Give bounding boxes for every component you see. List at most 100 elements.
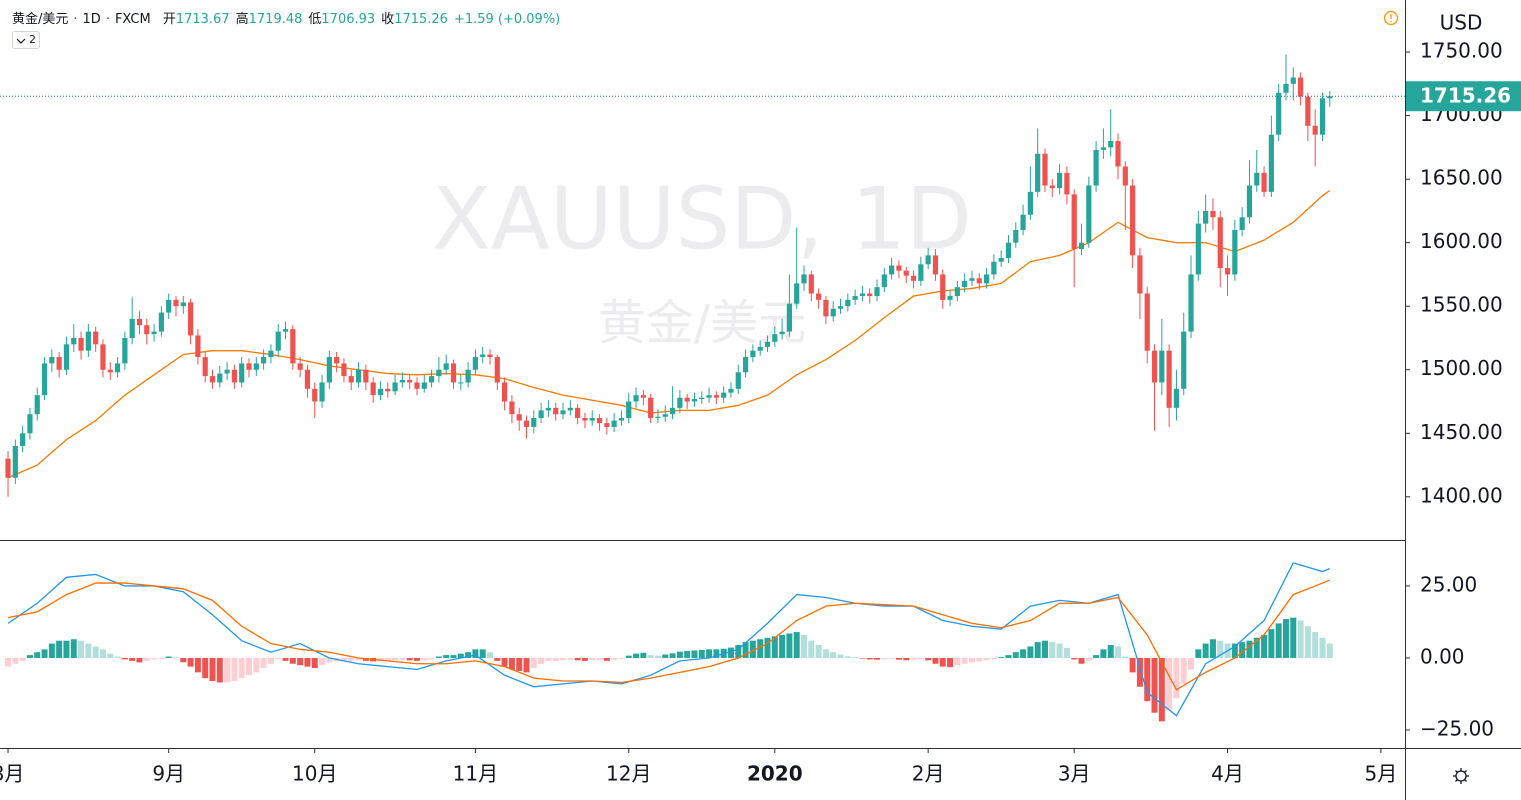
candle-body <box>772 334 778 342</box>
histogram-bar <box>713 649 720 658</box>
histogram-bar <box>662 654 669 658</box>
warning-icon[interactable] <box>1383 10 1399 26</box>
currency-label[interactable]: USD <box>1440 11 1483 35</box>
histogram-bar <box>231 657 238 682</box>
settings-icon[interactable] <box>1453 768 1469 784</box>
histogram-bar <box>1239 642 1246 658</box>
histogram-bar <box>253 657 260 673</box>
candle-body <box>217 373 223 383</box>
histogram-bar <box>691 650 698 658</box>
candle-body <box>1042 153 1048 186</box>
histogram-bar <box>1290 617 1297 658</box>
candle-body <box>1115 141 1121 167</box>
candle-body <box>224 369 230 374</box>
histogram-bar <box>348 657 355 661</box>
histogram-bar <box>1136 657 1143 687</box>
histogram-bar <box>764 637 771 658</box>
histogram-bar <box>1297 620 1304 658</box>
candle-body <box>1056 172 1063 189</box>
candle-body <box>699 397 705 399</box>
candle-body <box>1100 147 1107 150</box>
candle-body <box>640 395 646 398</box>
histogram-bar <box>947 657 954 668</box>
histogram-bar <box>1188 657 1195 670</box>
histogram-bar <box>735 645 742 658</box>
histogram-bar <box>640 652 647 658</box>
histogram-bar <box>727 647 734 658</box>
histogram-bar <box>450 655 457 658</box>
histogram-bar <box>1056 643 1063 658</box>
histogram-bar <box>1012 652 1019 658</box>
candle-body <box>1290 77 1296 84</box>
histogram-bar <box>757 639 764 658</box>
histogram-bar <box>1034 642 1041 658</box>
candle-body <box>348 376 354 383</box>
histogram-bar <box>998 657 1005 658</box>
candle-body <box>889 265 895 275</box>
candle-body <box>721 392 727 398</box>
histogram-bar <box>143 657 150 661</box>
histogram-bar <box>1049 642 1056 658</box>
histogram-bar <box>282 657 289 661</box>
open-value: 1713.67 <box>175 12 230 27</box>
candle-body <box>282 329 289 332</box>
histogram-bar <box>603 657 610 661</box>
histogram-bar <box>932 657 939 664</box>
histogram-bar <box>465 652 472 658</box>
toggle-count: 2 <box>29 33 36 46</box>
candle-body <box>231 369 238 383</box>
histogram-bar <box>413 657 420 661</box>
y-tick-label: 25.00 <box>1420 572 1477 596</box>
histogram-bar <box>399 657 406 660</box>
histogram-bar <box>1041 640 1048 658</box>
candle-body <box>728 388 734 393</box>
candle-body <box>290 329 296 364</box>
histogram-bar <box>78 640 85 658</box>
histogram-bar <box>392 657 399 661</box>
histogram-bar <box>874 657 881 660</box>
histogram-bar <box>1246 640 1253 658</box>
candle-body <box>764 341 771 347</box>
histogram-bar <box>676 651 683 658</box>
histogram-bar <box>289 657 296 664</box>
histogram-bar <box>216 657 223 683</box>
candle-body <box>34 395 40 415</box>
histogram-bar <box>1209 639 1216 658</box>
candle-body <box>1312 125 1318 135</box>
y-tick-label: 1400.00 <box>1420 483 1503 507</box>
histogram-bar <box>5 657 12 667</box>
histogram-bar <box>596 657 603 661</box>
candle-body <box>932 255 939 275</box>
candle-body <box>166 299 172 313</box>
candle-body <box>246 363 252 370</box>
candle-body <box>71 337 77 345</box>
candle-body <box>158 312 164 332</box>
candle-body <box>1210 210 1216 218</box>
candle-body <box>925 255 931 265</box>
histogram-bar <box>319 657 326 666</box>
histogram-bar <box>1158 657 1165 722</box>
candle-body <box>589 418 595 421</box>
candle-body <box>1319 98 1326 135</box>
histogram-bar <box>1078 657 1085 664</box>
candle-body <box>239 363 245 383</box>
candle-body <box>1130 185 1136 256</box>
histogram-bar <box>238 657 245 679</box>
candle-body <box>261 357 267 364</box>
candle-body <box>750 350 756 358</box>
candle-body <box>918 264 924 281</box>
candle-body <box>516 414 522 421</box>
indicator-toggle[interactable]: 2 <box>12 31 40 49</box>
candle-body <box>816 293 822 300</box>
candle-body <box>1137 255 1143 294</box>
y-tick-label: 1550.00 <box>1420 293 1503 317</box>
histogram-bar <box>1180 657 1187 684</box>
histogram-bar <box>486 652 493 658</box>
symbol[interactable]: 黄金/美元 <box>12 12 69 27</box>
histogram-bar <box>246 657 253 676</box>
candle-body <box>531 418 537 427</box>
histogram-bar <box>114 656 121 658</box>
histogram-bar <box>1100 649 1107 658</box>
candle-body <box>969 278 975 281</box>
